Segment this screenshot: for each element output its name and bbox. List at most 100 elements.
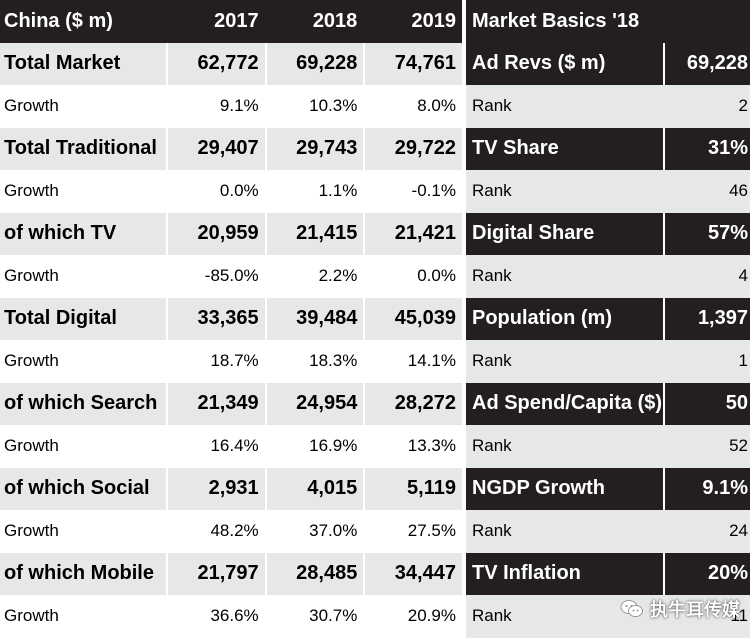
cell-2019: 20.9% bbox=[363, 595, 462, 638]
cell-2019: 74,761 bbox=[363, 42, 462, 85]
metric-value: 20% bbox=[663, 552, 750, 595]
table-header-row: China ($ m) 2017 2018 2019 bbox=[0, 0, 462, 43]
row-label: of which Search bbox=[0, 382, 166, 425]
metric-value: 69,228 bbox=[663, 42, 750, 85]
rank-row: Rank 2 bbox=[466, 85, 750, 128]
rank-label: Rank bbox=[466, 170, 663, 213]
row-label: Total Digital bbox=[0, 297, 166, 340]
market-basics-title: Market Basics '18 bbox=[466, 0, 750, 43]
rank-value: 46 bbox=[663, 170, 750, 213]
cell-2019: 8.0% bbox=[363, 85, 462, 128]
cell-2017: 21,349 bbox=[166, 382, 265, 425]
cell-2018: 21,415 bbox=[264, 212, 364, 255]
rank-row: Rank 4 bbox=[466, 255, 750, 298]
wechat-logo-icon bbox=[620, 599, 644, 619]
table-row: of which Social 2,931 4,015 5,119 bbox=[0, 467, 462, 510]
table-row: Growth 9.1% 10.3% 8.0% bbox=[0, 85, 462, 128]
rank-value: 52 bbox=[663, 425, 750, 468]
cell-2018: 2.2% bbox=[264, 255, 364, 298]
cell-2017: 36.6% bbox=[166, 595, 265, 638]
row-label: of which TV bbox=[0, 212, 166, 255]
cell-2018: 24,954 bbox=[264, 382, 364, 425]
table-row: Growth 18.7% 18.3% 14.1% bbox=[0, 340, 462, 383]
row-label: Total Market bbox=[0, 42, 166, 85]
metric-value: 57% bbox=[663, 212, 750, 255]
cell-2017: -85.0% bbox=[166, 255, 265, 298]
cell-2017: 62,772 bbox=[166, 42, 265, 85]
table-row: Growth 0.0% 1.1% -0.1% bbox=[0, 170, 462, 213]
metric-value: 9.1% bbox=[663, 467, 750, 510]
metric-label: TV Share bbox=[466, 127, 663, 170]
cell-2018: 28,485 bbox=[264, 552, 364, 595]
row-label: Growth bbox=[0, 170, 166, 213]
header-year-2017: 2017 bbox=[166, 0, 265, 43]
cell-2018: 69,228 bbox=[264, 42, 364, 85]
cell-2018: 30.7% bbox=[264, 595, 364, 638]
metric-row: TV Inflation 20% bbox=[466, 552, 750, 595]
row-label: of which Mobile bbox=[0, 552, 166, 595]
rank-value: 24 bbox=[663, 510, 750, 553]
table-row: Total Market 62,772 69,228 74,761 bbox=[0, 42, 462, 85]
rank-value: 2 bbox=[663, 85, 750, 128]
rank-label: Rank bbox=[466, 85, 663, 128]
metric-row: Population (m) 1,397 bbox=[466, 297, 750, 340]
metric-label: Population (m) bbox=[466, 297, 663, 340]
row-label: Growth bbox=[0, 595, 166, 638]
cell-2019: 13.3% bbox=[363, 425, 462, 468]
cell-2017: 0.0% bbox=[166, 170, 265, 213]
market-basics-title-row: Market Basics '18 bbox=[466, 0, 750, 43]
cell-2019: 28,272 bbox=[363, 382, 462, 425]
rank-value: 4 bbox=[663, 255, 750, 298]
cell-2019: 5,119 bbox=[363, 467, 462, 510]
rank-label: Rank bbox=[466, 510, 663, 553]
row-label: Growth bbox=[0, 510, 166, 553]
row-label: of which Social bbox=[0, 467, 166, 510]
metric-value: 1,397 bbox=[663, 297, 750, 340]
header-year-2018: 2018 bbox=[264, 0, 364, 43]
cell-2017: 18.7% bbox=[166, 340, 265, 383]
metric-row: NGDP Growth 9.1% bbox=[466, 467, 750, 510]
china-ad-market-table: China ($ m) 2017 2018 2019 Total Market … bbox=[0, 0, 462, 638]
metric-row: Digital Share 57% bbox=[466, 212, 750, 255]
metric-label: Digital Share bbox=[466, 212, 663, 255]
header-label: China ($ m) bbox=[0, 0, 166, 43]
cell-2017: 9.1% bbox=[166, 85, 265, 128]
metric-row: Ad Spend/Capita ($) 50 bbox=[466, 382, 750, 425]
cell-2017: 20,959 bbox=[166, 212, 265, 255]
row-label: Growth bbox=[0, 425, 166, 468]
table-row: Growth 36.6% 30.7% 20.9% bbox=[0, 595, 462, 638]
cell-2017: 33,365 bbox=[166, 297, 265, 340]
row-label: Growth bbox=[0, 340, 166, 383]
cell-2017: 21,797 bbox=[166, 552, 265, 595]
table-row: of which Mobile 21,797 28,485 34,447 bbox=[0, 552, 462, 595]
row-label: Total Traditional bbox=[0, 127, 166, 170]
table-row: Growth 16.4% 16.9% 13.3% bbox=[0, 425, 462, 468]
metric-label: NGDP Growth bbox=[466, 467, 663, 510]
watermark: 执牛耳传媒 bbox=[620, 596, 740, 622]
rank-row: Rank 1 bbox=[466, 340, 750, 383]
cell-2018: 37.0% bbox=[264, 510, 364, 553]
table-row: of which TV 20,959 21,415 21,421 bbox=[0, 212, 462, 255]
rank-label: Rank bbox=[466, 425, 663, 468]
rank-label: Rank bbox=[466, 340, 663, 383]
metric-value: 31% bbox=[663, 127, 750, 170]
cell-2019: 0.0% bbox=[363, 255, 462, 298]
metric-label: Ad Spend/Capita ($) bbox=[466, 382, 663, 425]
table-row: Total Traditional 29,407 29,743 29,722 bbox=[0, 127, 462, 170]
row-label: Growth bbox=[0, 85, 166, 128]
rank-row: Rank 24 bbox=[466, 510, 750, 553]
cell-2017: 2,931 bbox=[166, 467, 265, 510]
table-row: Total Digital 33,365 39,484 45,039 bbox=[0, 297, 462, 340]
cell-2018: 16.9% bbox=[264, 425, 364, 468]
cell-2019: 45,039 bbox=[363, 297, 462, 340]
cell-2018: 1.1% bbox=[264, 170, 364, 213]
cell-2019: 34,447 bbox=[363, 552, 462, 595]
cell-2019: 14.1% bbox=[363, 340, 462, 383]
metric-label: Ad Revs ($ m) bbox=[466, 42, 663, 85]
row-label: Growth bbox=[0, 255, 166, 298]
cell-2019: 21,421 bbox=[363, 212, 462, 255]
header-year-2019: 2019 bbox=[363, 0, 462, 43]
cell-2018: 29,743 bbox=[264, 127, 364, 170]
table-row: of which Search 21,349 24,954 28,272 bbox=[0, 382, 462, 425]
